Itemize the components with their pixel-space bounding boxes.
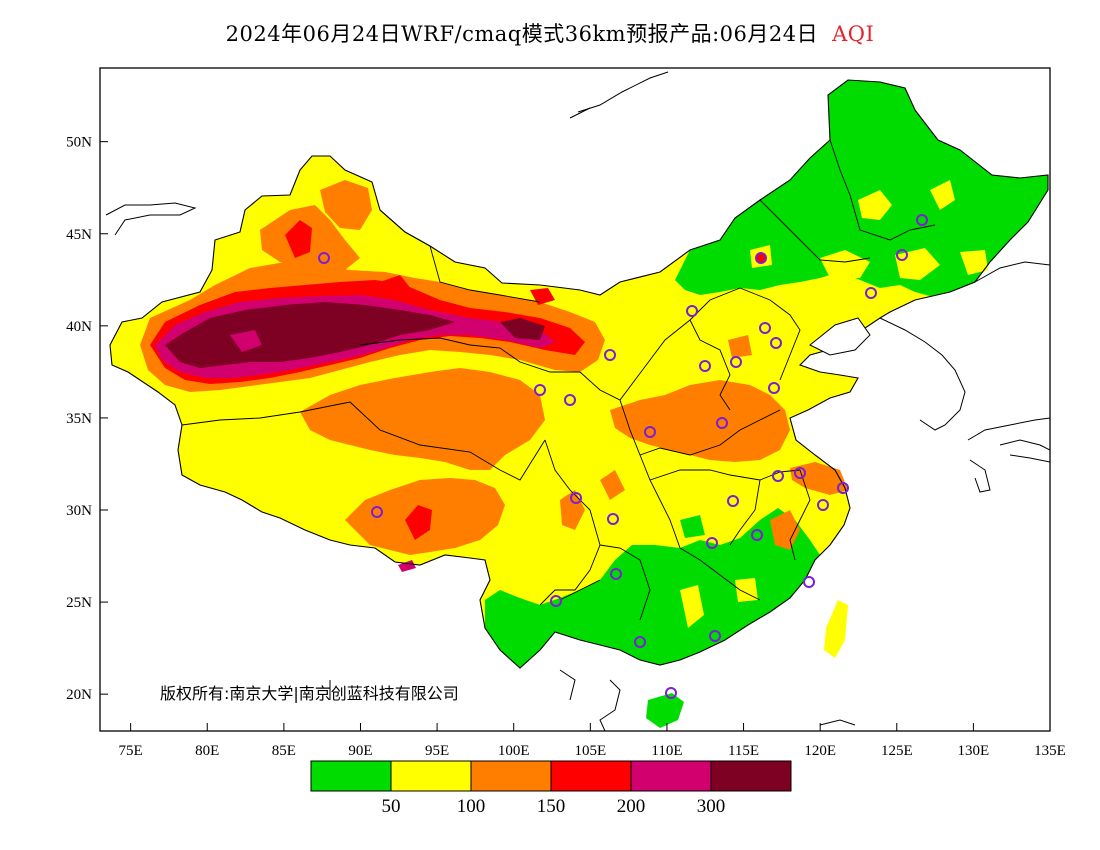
aqi-region-unhealthy-tibet <box>405 505 432 540</box>
aqi-region-vu-tibet <box>398 560 416 572</box>
aqi-patch-moderate-s1 <box>680 585 704 628</box>
aqi-region-hazardous-east <box>500 318 545 340</box>
aqi-region-hainan <box>646 693 684 728</box>
aqi-region-unhealthy-gansu <box>530 288 555 305</box>
longitude-axis: 75E 80E 85E 90E 95E 100E 105E 110E 115E 120E 125E 1… <box>119 723 1066 759</box>
lon-tick-label: 130E <box>958 743 990 759</box>
lon-tick-label: 120E <box>804 743 836 759</box>
aqi-region-unhealthy-dzungaria <box>285 220 312 258</box>
aqi-patch-moderate-s2 <box>735 578 758 602</box>
aqi-region-vu-core <box>230 330 262 352</box>
map-frame <box>99 67 1051 732</box>
aqi-region-taiwan <box>824 600 848 658</box>
lon-tick-label: 85E <box>272 743 296 759</box>
legend-swatch <box>630 760 712 792</box>
legend-label: 150 <box>537 796 566 817</box>
province-boundaries <box>181 139 936 621</box>
copyright-note: 版权所有:南京大学|南京创蓝科技有限公司 <box>160 684 459 703</box>
city-markers <box>318 214 928 699</box>
lon-tick-label: 115E <box>728 743 759 759</box>
legend-labels: 50 100 150 200 300 <box>382 796 726 817</box>
aqi-region-usg-sichuan <box>560 490 585 530</box>
aqi-patch-good-central <box>680 515 705 538</box>
aqi-region-usg-hebei <box>728 335 752 358</box>
aqi-hotspot <box>756 253 766 263</box>
neighbor-coastlines <box>105 71 1050 731</box>
aqi-region-unhealthy-hami <box>380 275 412 300</box>
lon-tick-label: 125E <box>881 743 913 759</box>
lat-tick-label: 30N <box>66 503 92 519</box>
aqi-patch-moderate-ne3 <box>820 250 870 278</box>
product-label: AQI <box>832 22 875 46</box>
aqi-region-usg-north <box>320 180 372 230</box>
legend-label: 300 <box>697 796 726 817</box>
lon-tick-label: 90E <box>348 743 372 759</box>
legend-label: 200 <box>617 796 646 817</box>
aqi-region-usg-central <box>610 380 790 462</box>
aqi-patch-moderate-ne1 <box>858 190 892 220</box>
legend-label: 100 <box>457 796 486 817</box>
legend-swatch <box>470 760 552 792</box>
title-text: 2024年06月24日WRF/cmaq模式36km预报产品:06月24日 <box>225 22 819 46</box>
legend-color-bar <box>310 760 792 792</box>
latitude-axis: 50N 45N 40N 35N 30N 25N 20N <box>66 135 108 703</box>
lat-tick-label: 40N <box>66 319 92 335</box>
lon-tick-label: 95E <box>425 743 449 759</box>
lat-tick-label: 20N <box>66 687 92 703</box>
lon-tick-label: 110E <box>651 743 682 759</box>
lon-tick-label: 75E <box>119 743 143 759</box>
aqi-region-good-south <box>485 508 820 668</box>
aqi-region-good-northeast <box>675 80 1048 296</box>
map-body <box>105 71 1050 731</box>
lat-tick-label: 45N <box>66 227 92 243</box>
china-outline <box>109 79 1049 669</box>
legend-swatch <box>310 760 392 792</box>
map-title: 2024年06月24日WRF/cmaq模式36km预报产品:06月24日 AQI <box>0 18 1100 48</box>
aqi-region-usg-se <box>770 510 800 550</box>
lat-tick-label: 50N <box>66 135 92 151</box>
lon-tick-label: 105E <box>574 743 606 759</box>
lon-tick-label: 100E <box>498 743 530 759</box>
aqi-patch-moderate-ne2 <box>930 180 955 210</box>
aqi-region-usg-hunan <box>600 470 625 500</box>
bohai-sea <box>809 317 871 356</box>
legend-swatch <box>710 760 792 792</box>
aqi-patch-moderate-ne5 <box>960 250 988 275</box>
aqi-region-hazardous <box>165 302 455 368</box>
lat-tick-label: 35N <box>66 411 92 427</box>
lon-tick-label: 80E <box>195 743 219 759</box>
lat-tick-label: 25N <box>66 595 92 611</box>
aqi-region-usg-qinghai <box>300 368 545 470</box>
legend-swatch <box>550 760 632 792</box>
legend-label: 50 <box>382 796 401 817</box>
lon-tick-label: 135E <box>1034 743 1066 759</box>
aqi-legend: 50 100 150 200 300 <box>310 760 792 817</box>
legend-swatch <box>390 760 472 792</box>
